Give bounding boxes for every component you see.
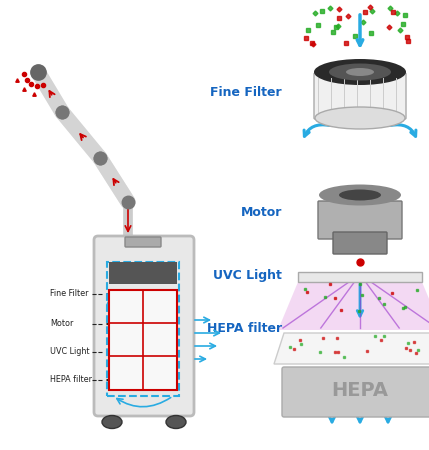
FancyBboxPatch shape [282,367,429,417]
FancyBboxPatch shape [94,236,194,416]
Bar [107,262,179,396]
Text: HEPA filter: HEPA filter [207,321,282,334]
Text: HEPA filter: HEPA filter [50,375,92,384]
Text: UVC Light: UVC Light [50,347,90,356]
Ellipse shape [339,189,381,201]
Text: Fine Filter: Fine Filter [210,86,282,99]
Ellipse shape [166,415,186,428]
Ellipse shape [102,415,122,428]
Bar [109,262,177,284]
Text: Fine Filter: Fine Filter [50,289,88,298]
Ellipse shape [314,59,406,85]
Polygon shape [274,333,429,364]
Text: UVC Light: UVC Light [213,269,282,282]
Ellipse shape [315,107,405,129]
Ellipse shape [346,68,374,76]
FancyBboxPatch shape [125,237,161,247]
Bar [109,290,177,390]
Text: Motor: Motor [50,320,73,328]
Ellipse shape [319,184,401,206]
FancyBboxPatch shape [318,201,402,239]
Text: Motor: Motor [241,206,282,219]
FancyBboxPatch shape [314,73,406,119]
Text: HEPA: HEPA [332,381,389,400]
Ellipse shape [329,63,391,81]
FancyBboxPatch shape [333,232,387,254]
Bar [298,272,422,282]
Polygon shape [278,282,429,330]
